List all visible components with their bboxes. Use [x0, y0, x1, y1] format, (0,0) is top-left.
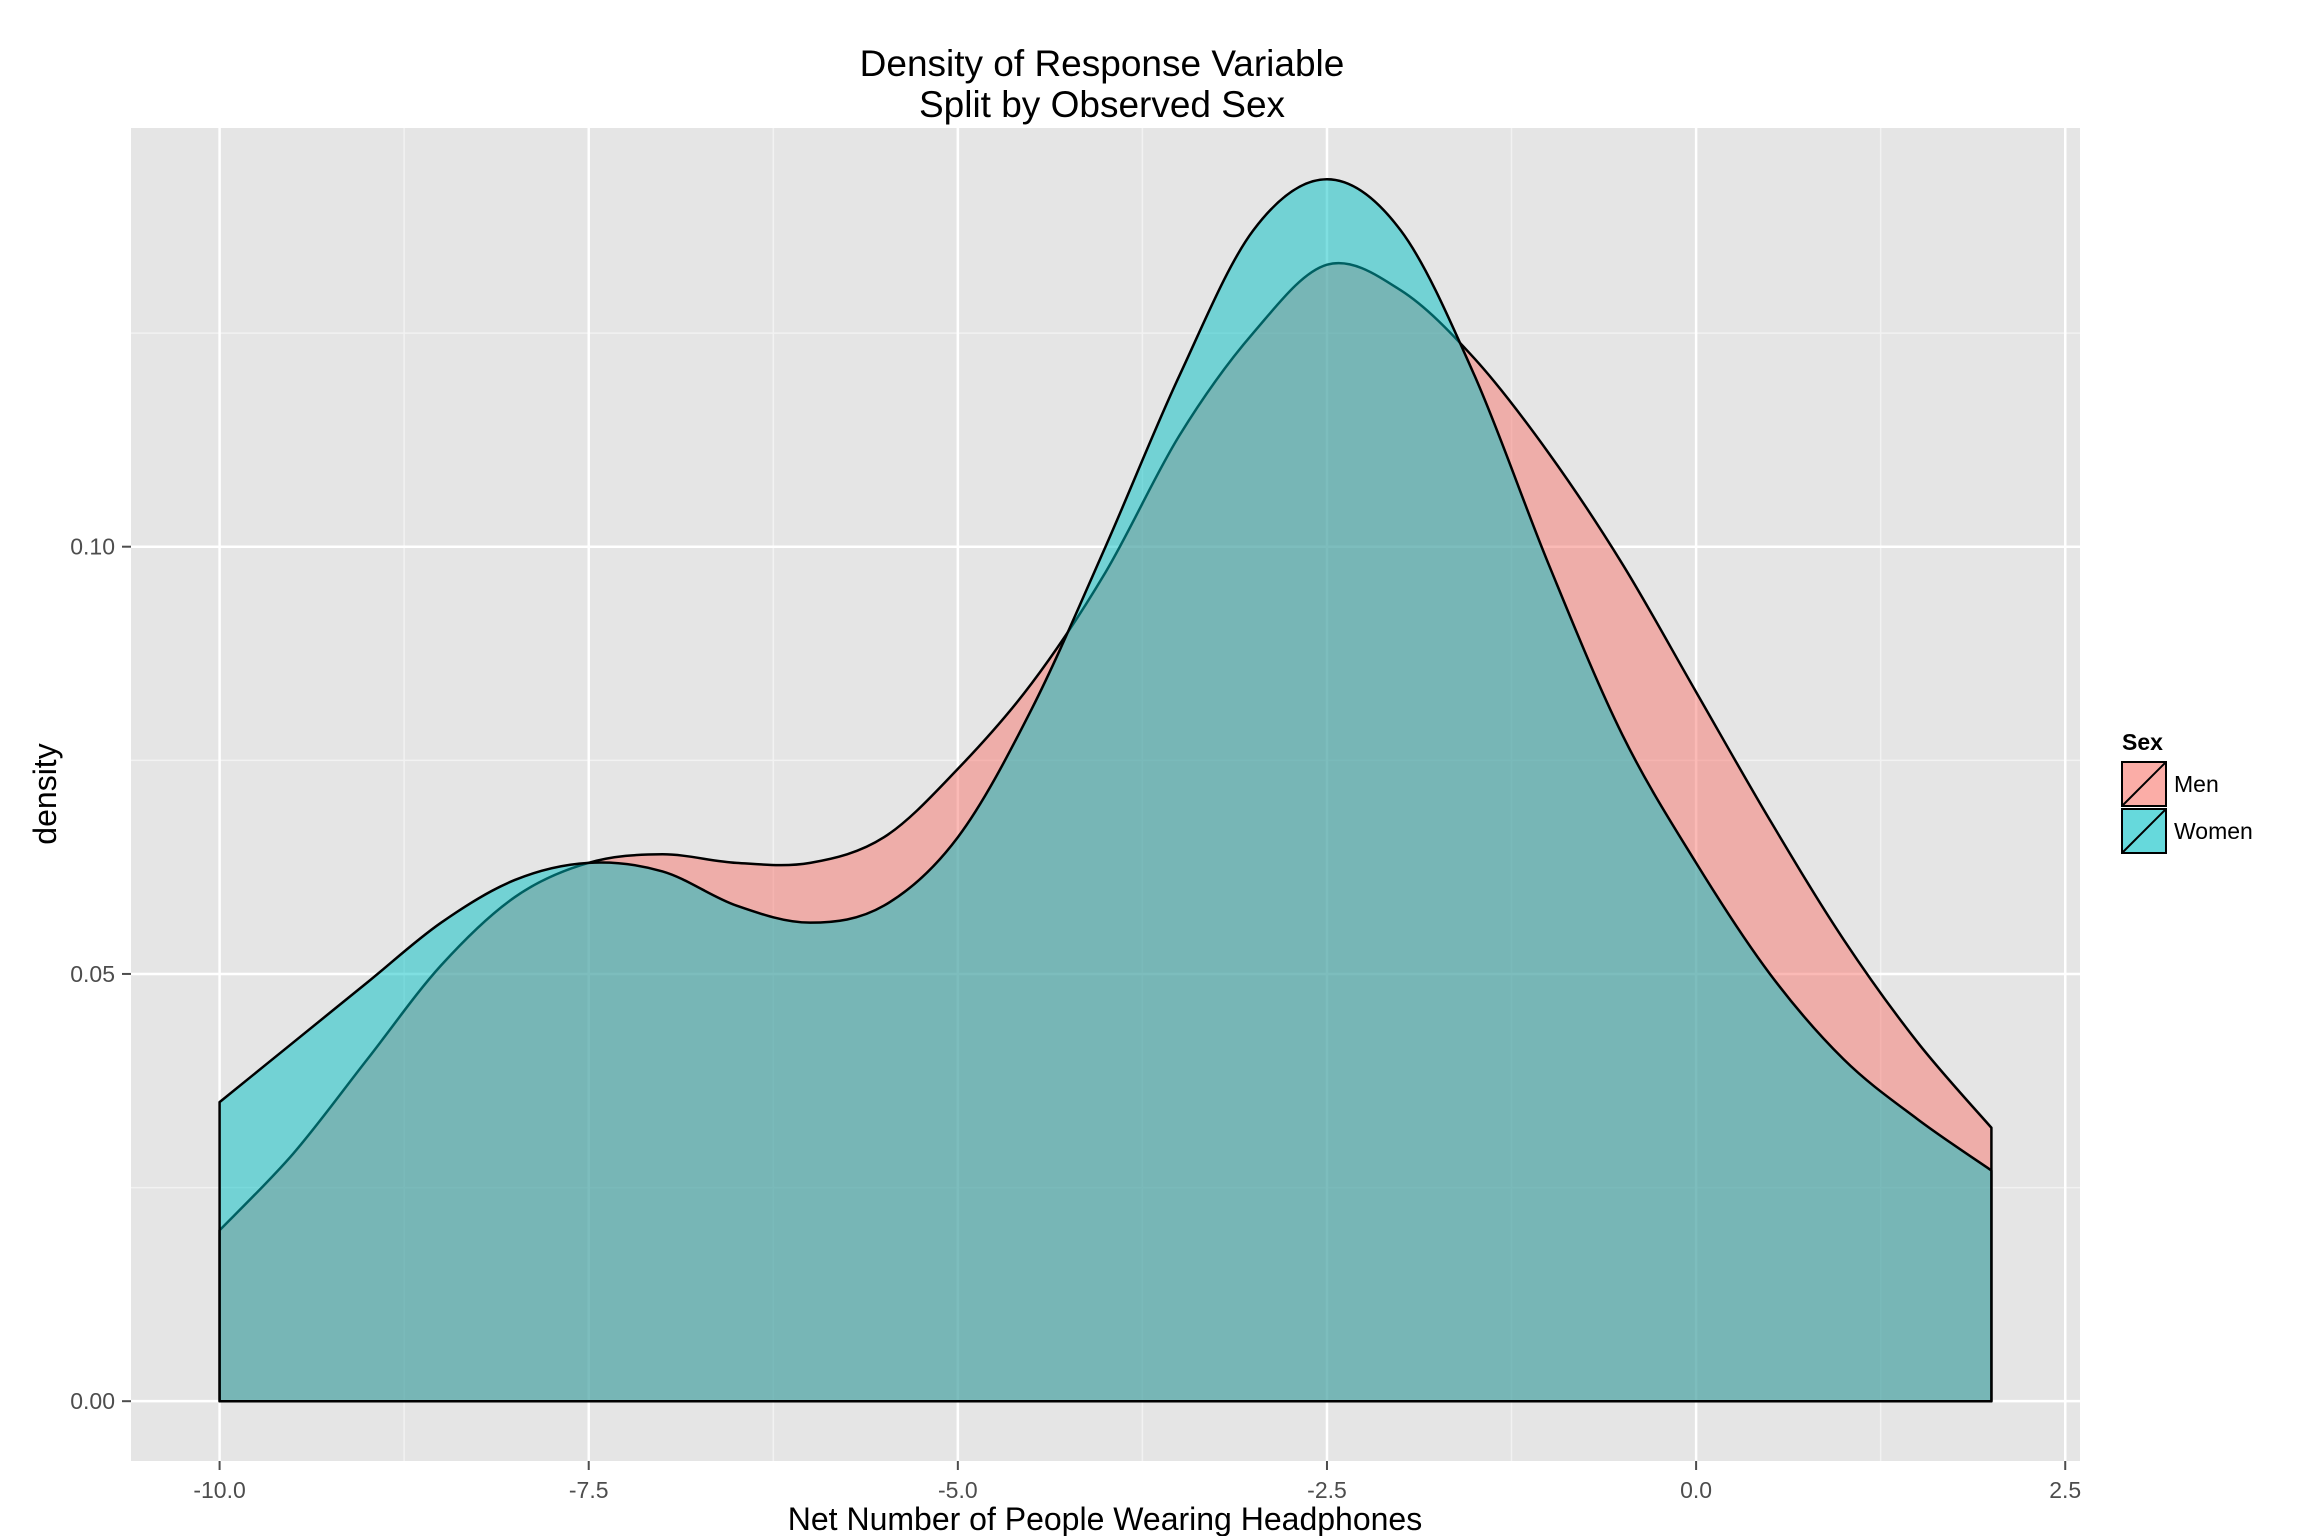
- chart-title: Density of Response Variable: [860, 43, 1345, 84]
- y-tick-label: 0.10: [70, 534, 115, 560]
- chart-subtitle: Split by Observed Sex: [919, 84, 1286, 125]
- x-axis: -10.0 -7.5 -5.0 -2.5 0.0 2.5: [193, 1461, 2081, 1503]
- y-tick-label: 0.05: [70, 961, 115, 987]
- legend-title: Sex: [2122, 729, 2163, 755]
- legend-key-women-slash: [2121, 808, 2167, 854]
- legend-item-women: Women: [2121, 808, 2253, 854]
- density-areas: [218, 178, 1993, 1403]
- legend: Sex Men Women: [2121, 729, 2253, 854]
- legend-key-men-slash: [2121, 761, 2167, 807]
- x-tick-label: 2.5: [2049, 1477, 2081, 1503]
- y-axis-title: density: [27, 743, 63, 844]
- x-axis-title: Net Number of People Wearing Headphones: [788, 1501, 1422, 1536]
- legend-label-men: Men: [2174, 771, 2219, 797]
- x-tick-label: -5.0: [938, 1477, 978, 1503]
- x-tick-label: -7.5: [569, 1477, 609, 1503]
- legend-label-women: Women: [2174, 818, 2253, 844]
- legend-item-men: Men: [2121, 761, 2219, 807]
- density-area-women: [218, 178, 1993, 1403]
- x-tick-label: 0.0: [1680, 1477, 1712, 1503]
- y-axis: 0.00 0.05 0.10: [70, 534, 131, 1414]
- y-tick-label: 0.00: [70, 1388, 115, 1414]
- x-tick-label: -10.0: [193, 1477, 245, 1503]
- x-tick-label: -2.5: [1307, 1477, 1347, 1503]
